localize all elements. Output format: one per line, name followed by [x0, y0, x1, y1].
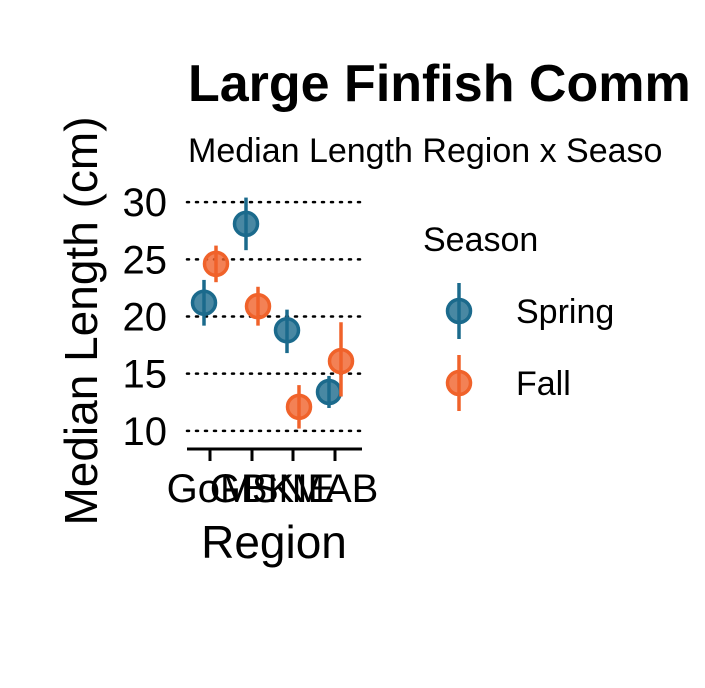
y-axis-title: Median Length (cm) [55, 116, 107, 525]
point-marker [244, 292, 272, 320]
point-marker [190, 289, 218, 317]
legend-item-spring: Spring [445, 283, 614, 339]
legend-title: Season [423, 221, 538, 259]
point-fall-gbk [244, 286, 272, 326]
point-marker [285, 393, 313, 421]
point-spring-sne [273, 309, 301, 354]
point-spring-mab [315, 375, 343, 408]
x-tick-label: MAB [292, 467, 379, 511]
chart-subtitle: Median Length Region x Seaso [188, 132, 662, 170]
point-marker [315, 378, 343, 406]
point-fall-sne [285, 385, 313, 429]
x-tick-label: GoM [167, 467, 254, 511]
x-tick-label: SNE [252, 467, 334, 511]
y-axis-ticks: 10 15 20 25 30 [123, 181, 168, 454]
data-points [190, 197, 355, 429]
point-spring-gbk [232, 197, 260, 251]
point-fall-gom [202, 245, 230, 283]
chart-title: Large Finfish Comm [188, 55, 691, 113]
legend-key-marker [445, 369, 473, 397]
legend-label: Fall [516, 365, 571, 403]
y-tick-label: 10 [123, 410, 168, 454]
y-tick-label: 20 [123, 296, 168, 340]
point-marker [232, 210, 260, 238]
x-tick-label: GBK [210, 467, 295, 511]
legend: Season Spring Fall [423, 221, 614, 411]
point-marker [327, 347, 355, 375]
point-fall-mab [327, 322, 355, 397]
point-marker [202, 250, 230, 278]
legend-key-marker [445, 297, 473, 325]
legend-item-fall: Fall [445, 355, 571, 411]
y-tick-label: 25 [123, 238, 168, 282]
point-marker [273, 316, 301, 344]
point-spring-gom [190, 279, 218, 326]
y-tick-label: 30 [123, 181, 168, 225]
y-tick-label: 15 [123, 353, 168, 397]
x-axis-title: Region [201, 516, 347, 568]
legend-label: Spring [516, 293, 614, 331]
